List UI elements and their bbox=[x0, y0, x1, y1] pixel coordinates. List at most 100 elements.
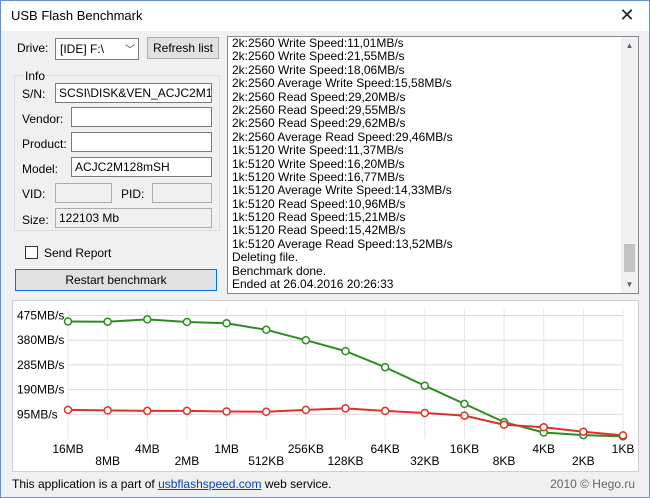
log-line: 1k:5120 Read Speed:10,96MB/s bbox=[232, 196, 406, 211]
data-point bbox=[420, 381, 430, 390]
data-point bbox=[222, 407, 231, 416]
x-tick-label: 8MB bbox=[95, 454, 120, 468]
sn-label: S/N: bbox=[22, 87, 46, 101]
log-line: 2k:2560 Write Speed:21,55MB/s bbox=[232, 49, 405, 64]
log-line: 1k:5120 Read Speed:15,21MB/s bbox=[232, 210, 406, 225]
close-icon[interactable]: ✕ bbox=[619, 5, 635, 25]
footer-copyright: 2010 © Hego.ru bbox=[550, 477, 635, 491]
restart-benchmark-button[interactable]: Restart benchmark bbox=[15, 269, 217, 291]
log-line: 1k:5120 Average Read Speed:13,52MB/s bbox=[232, 236, 453, 251]
y-tick-label: 190MB/s bbox=[17, 383, 64, 397]
data-point bbox=[618, 431, 628, 440]
data-point bbox=[380, 362, 390, 372]
log-line: 2k:2560 Write Speed:11,01MB/s bbox=[232, 36, 404, 50]
vendor-label: Vendor: bbox=[22, 112, 64, 126]
y-tick-label: 95MB/s bbox=[17, 407, 58, 421]
drive-label: Drive: bbox=[17, 41, 49, 55]
data-point bbox=[261, 325, 271, 335]
data-point bbox=[539, 423, 548, 432]
window-title: USB Flash Benchmark bbox=[11, 8, 143, 23]
model-field[interactable]: ACJC2M128mSH bbox=[71, 157, 212, 177]
vid-label: VID: bbox=[22, 187, 46, 201]
send-report-checkbox[interactable] bbox=[25, 246, 38, 259]
x-tick-label: 128KB bbox=[327, 454, 363, 468]
size-label: Size: bbox=[22, 213, 49, 227]
scroll-up-arrow-icon[interactable]: ▲ bbox=[625, 41, 634, 50]
data-point bbox=[143, 406, 152, 416]
data-point bbox=[182, 317, 192, 327]
send-report-label[interactable]: Send Report bbox=[44, 246, 112, 260]
info-group-title: Info bbox=[23, 69, 48, 83]
refresh-list-button[interactable]: Refresh list bbox=[147, 37, 219, 59]
y-tick-label: 475MB/s bbox=[17, 309, 64, 323]
sn-field[interactable]: SCSI\DISK&VEN_ACJC2M12& bbox=[55, 83, 212, 103]
log-scrollbar[interactable]: ▲ ▼ bbox=[621, 37, 638, 293]
vid-field bbox=[55, 183, 112, 203]
log-line: 2k:2560 Write Speed:18,06MB/s bbox=[232, 62, 405, 77]
x-tick-label: 4MB bbox=[135, 442, 160, 456]
data-point bbox=[103, 317, 112, 326]
x-tick-label: 2KB bbox=[572, 454, 595, 468]
x-tick-label: 2MB bbox=[175, 454, 200, 468]
log-textbox[interactable]: 2k:2560 Write Speed:11,01MB/s 2k:2560 Wri… bbox=[227, 36, 639, 294]
log-line: 2k:2560 Read Speed:29,62MB/s bbox=[232, 116, 406, 131]
log-lines: 2k:2560 Write Speed:11,01MB/s 2k:2560 Wri… bbox=[232, 37, 618, 291]
data-point bbox=[301, 335, 311, 345]
x-tick-label: 16KB bbox=[450, 442, 479, 456]
drive-select-value: [IDE] F:\ bbox=[60, 42, 105, 56]
data-point bbox=[341, 404, 350, 413]
scroll-thumb[interactable] bbox=[624, 244, 635, 272]
log-line: 1k:5120 Average Write Speed:14,33MB/s bbox=[232, 183, 452, 198]
log-line: 2k:2560 Average Read Speed:29,46MB/s bbox=[232, 129, 453, 144]
x-tick-label: 16MB bbox=[52, 442, 83, 456]
footer-text: This application is a part of usbflashsp… bbox=[12, 477, 332, 491]
log-line: 1k:5120 Write Speed:11,37MB/s bbox=[232, 143, 404, 158]
x-tick-label: 1KB bbox=[612, 442, 635, 456]
log-line: 2k:2560 Average Write Speed:15,58MB/s bbox=[232, 76, 452, 91]
speed-chart: 475MB/s 380MB/s 285MB/s 190MB/s 95MB/s 16MB 8M… bbox=[12, 300, 639, 472]
product-label: Product: bbox=[22, 137, 67, 151]
log-line: 1k:5120 Write Speed:16,20MB/s bbox=[232, 156, 405, 171]
log-line: 2k:2560 Read Speed:29,55MB/s bbox=[232, 102, 406, 117]
log-line: Deleting file. bbox=[232, 250, 299, 265]
x-tick-label: 32KB bbox=[410, 454, 439, 468]
data-point bbox=[499, 420, 509, 429]
info-groupbox bbox=[14, 75, 220, 231]
data-point bbox=[380, 406, 390, 416]
pid-field bbox=[152, 183, 212, 203]
chevron-down-icon: ﹀ bbox=[125, 45, 135, 56]
data-point bbox=[222, 319, 231, 328]
vendor-field[interactable] bbox=[71, 107, 212, 127]
x-tick-label: 512KB bbox=[248, 454, 284, 468]
data-point bbox=[579, 427, 588, 436]
data-point bbox=[460, 399, 469, 409]
pid-label: PID: bbox=[121, 187, 145, 201]
size-field: 122103 Mb bbox=[55, 208, 212, 228]
data-point bbox=[182, 406, 192, 416]
log-line: 1k:5120 Write Speed:16,77MB/s bbox=[232, 169, 405, 184]
speed-chart-svg: 475MB/s 380MB/s 285MB/s 190MB/s 95MB/s 16MB 8M… bbox=[17, 309, 635, 469]
scroll-down-arrow-icon[interactable]: ▼ bbox=[625, 280, 634, 289]
footer-link[interactable]: usbflashspeed.com bbox=[158, 477, 262, 491]
data-point bbox=[460, 411, 469, 420]
title-bar: USB Flash Benchmark ✕ bbox=[1, 1, 649, 31]
y-tick-label: 285MB/s bbox=[17, 358, 64, 372]
footer-prefix: This application is a part of bbox=[12, 477, 159, 491]
data-point bbox=[103, 406, 112, 415]
log-line: Benchmark done. bbox=[232, 263, 327, 278]
model-label: Model: bbox=[22, 162, 59, 176]
data-point bbox=[63, 317, 73, 326]
data-point bbox=[143, 315, 152, 324]
data-point bbox=[420, 408, 430, 418]
log-line: 2k:2560 Read Speed:29,20MB/s bbox=[232, 89, 406, 104]
x-tick-label: 64KB bbox=[370, 442, 399, 456]
x-tick-label: 256KB bbox=[288, 442, 324, 456]
x-tick-label: 8KB bbox=[493, 454, 516, 468]
log-line: Ended at 26.04.2016 20:26:33 bbox=[232, 277, 394, 292]
log-line: 1k:5120 Read Speed:15,42MB/s bbox=[232, 223, 406, 238]
data-point bbox=[261, 407, 271, 416]
product-field[interactable] bbox=[71, 132, 212, 152]
data-point bbox=[301, 405, 311, 415]
drive-select[interactable]: [IDE] F:\ ﹀ bbox=[55, 38, 139, 60]
